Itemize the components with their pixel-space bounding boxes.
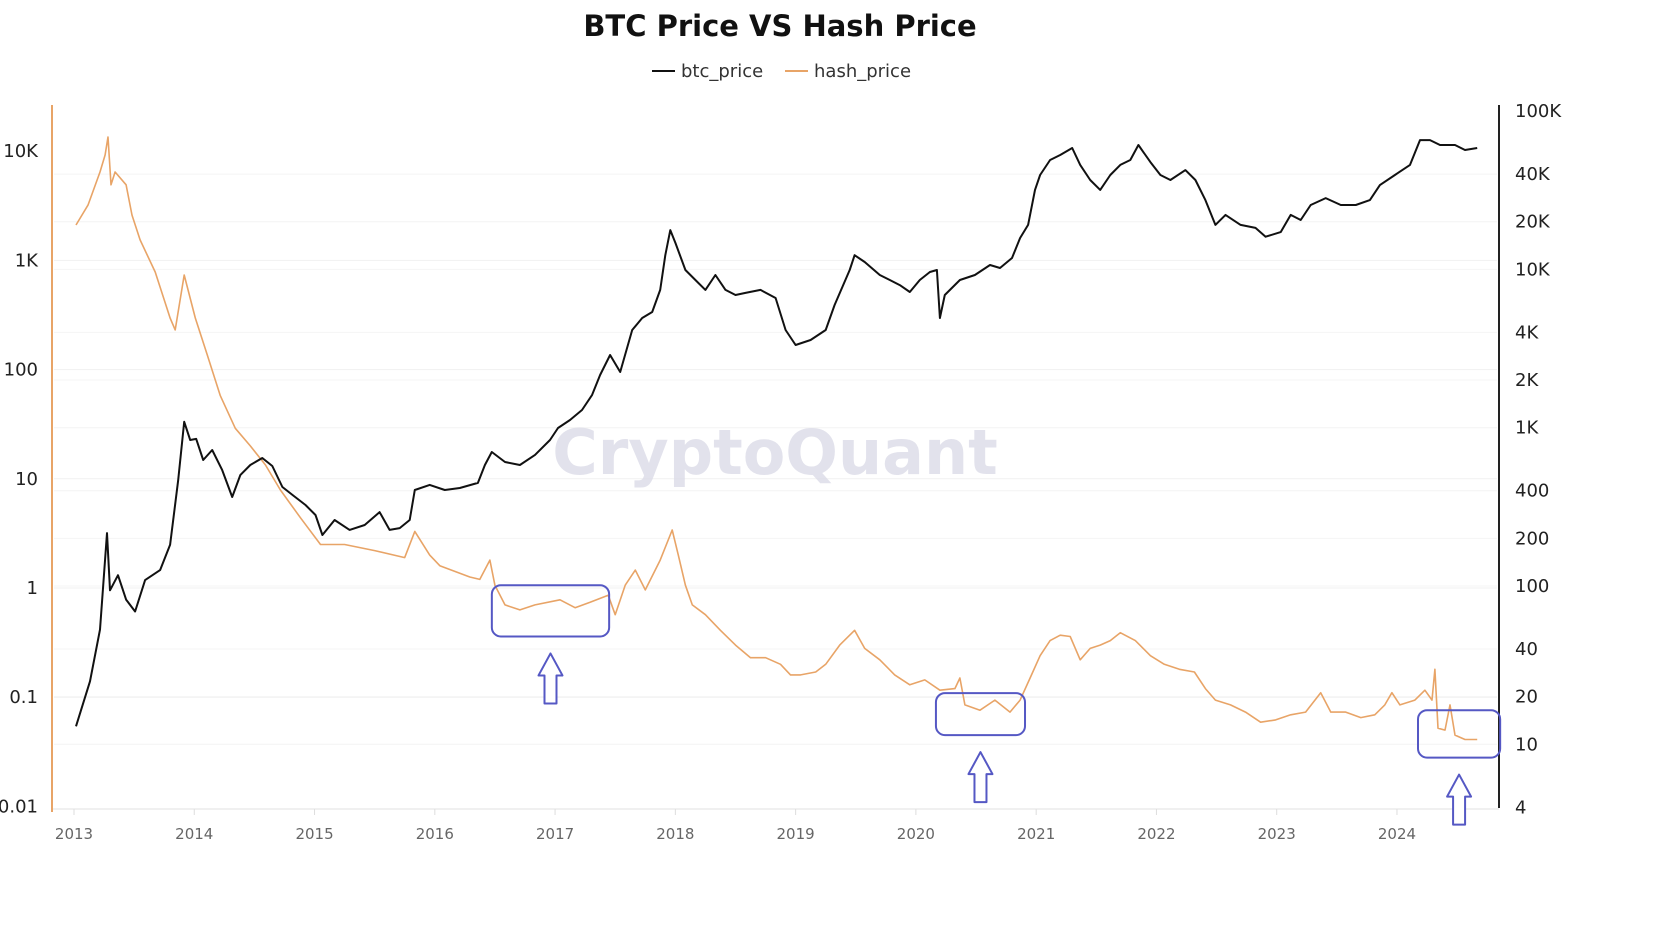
highlight-box bbox=[490, 584, 611, 638]
left-axis-ticks: 10K 1K 100 10 1 0.1 0.01 bbox=[0, 141, 39, 817]
right-tick-label: 100K bbox=[1515, 101, 1562, 122]
left-tick-label: 100 bbox=[4, 360, 38, 381]
left-tick-label: 0.1 bbox=[9, 687, 38, 708]
legend-label-btc-price: btc_price bbox=[681, 61, 763, 82]
right-axis-ticks: 100K 40K 20K 10K 4K 2K 1K 400 200 100 40 20 10 4 bbox=[1515, 101, 1562, 818]
chart-title: BTC Price VS Hash Price bbox=[583, 9, 976, 43]
x-tick-label: 2019 bbox=[777, 825, 815, 843]
arrow-up-icon bbox=[537, 652, 564, 705]
highlight-box bbox=[1417, 709, 1502, 759]
right-tick-label: 10 bbox=[1515, 734, 1538, 755]
left-tick-label: 0.01 bbox=[0, 796, 38, 817]
legend: btc_price hash_price bbox=[652, 61, 911, 82]
right-tick-label: 200 bbox=[1515, 528, 1549, 549]
x-tick-label: 2021 bbox=[1017, 825, 1055, 843]
arrow-up-icon bbox=[967, 751, 994, 804]
right-tick-label: 100 bbox=[1515, 576, 1549, 597]
left-tick-label: 10K bbox=[3, 141, 39, 162]
x-tick-label: 2013 bbox=[55, 825, 93, 843]
gridlines bbox=[54, 173, 1497, 745]
left-tick-label: 1 bbox=[27, 578, 38, 599]
right-tick-label: 400 bbox=[1515, 481, 1549, 502]
right-tick-label: 20K bbox=[1515, 212, 1551, 233]
left-tick-label: 10 bbox=[15, 469, 38, 490]
right-tick-label: 4K bbox=[1515, 322, 1539, 343]
x-tick-label: 2016 bbox=[416, 825, 454, 843]
legend-label-hash-price: hash_price bbox=[814, 61, 911, 82]
x-tick-label: 2024 bbox=[1378, 825, 1416, 843]
watermark: CryptoQuant bbox=[552, 416, 998, 489]
x-tick-label: 2023 bbox=[1258, 825, 1296, 843]
right-tick-label: 20 bbox=[1515, 687, 1538, 708]
x-tick-label: 2015 bbox=[295, 825, 333, 843]
left-tick-label: 1K bbox=[15, 250, 39, 271]
legend-item-hash-price[interactable]: hash_price bbox=[785, 61, 911, 82]
x-tick-label: 2017 bbox=[536, 825, 574, 843]
right-tick-label: 1K bbox=[1515, 418, 1539, 439]
annotations bbox=[490, 584, 1502, 826]
x-tick-label: 2020 bbox=[897, 825, 935, 843]
series-lines bbox=[75, 136, 1478, 741]
x-tick-label: 2018 bbox=[656, 825, 694, 843]
x-axis-ticks: 2013 2014 2015 2016 2017 2018 2019 2020 2021 2022… bbox=[55, 809, 1416, 843]
x-tick-label: 2014 bbox=[175, 825, 213, 843]
right-tick-label: 40 bbox=[1515, 639, 1538, 660]
arrow-up-icon bbox=[1446, 773, 1473, 826]
series-line-hash-price bbox=[75, 136, 1478, 741]
series-line-btc-price bbox=[75, 139, 1478, 727]
legend-item-btc-price[interactable]: btc_price bbox=[652, 61, 763, 82]
right-tick-label: 10K bbox=[1515, 259, 1551, 280]
right-tick-label: 4 bbox=[1515, 797, 1526, 818]
highlight-box bbox=[934, 692, 1027, 737]
x-tick-label: 2022 bbox=[1137, 825, 1175, 843]
right-tick-label: 2K bbox=[1515, 370, 1539, 391]
right-tick-label: 40K bbox=[1515, 164, 1551, 185]
